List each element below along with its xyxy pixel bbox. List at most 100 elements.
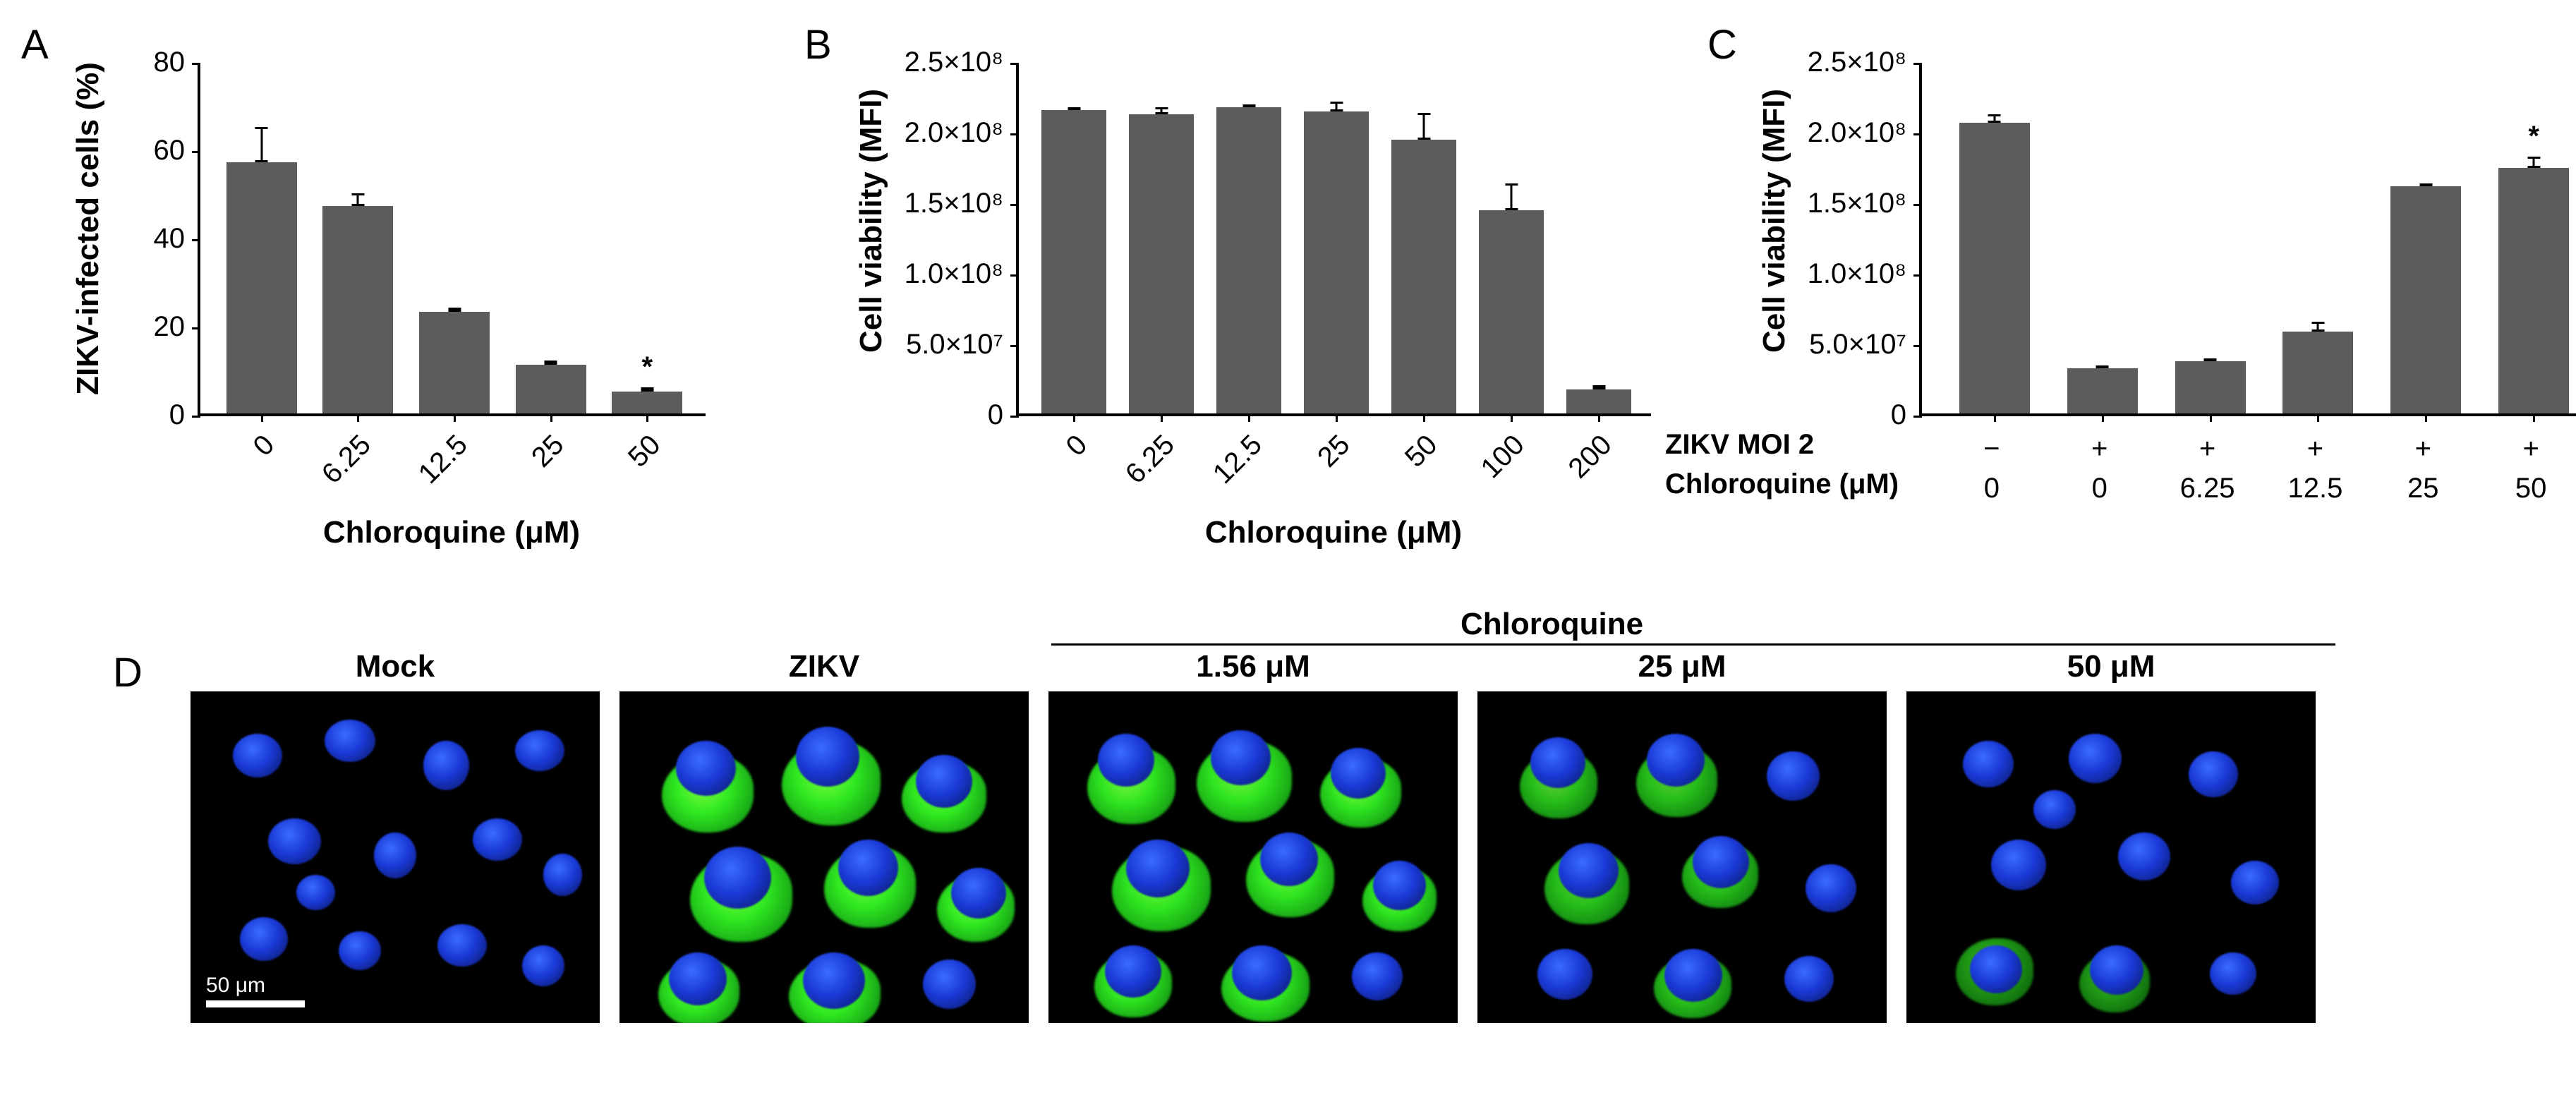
error-bar <box>2317 322 2319 332</box>
error-bar <box>1336 102 1338 111</box>
error-bar <box>1073 107 1075 110</box>
panel-c: C Cell viability (MFI) 05.0×10⁷1.0×10⁸1.… <box>1707 21 2554 586</box>
error-bar <box>2533 157 2535 168</box>
bar <box>1959 123 2030 413</box>
x-tick-label: 100 <box>1475 429 1531 485</box>
micrograph-title: Mock <box>191 649 600 684</box>
panel-b: B Cell viability (MFI) 05.0×10⁷1.0×10⁸1.… <box>804 21 1672 586</box>
bar: * <box>612 392 682 413</box>
y-tick-label: 0 <box>1779 399 1906 431</box>
nucleus-blob <box>1806 864 1856 912</box>
panel-c-row-cell: 12.5 <box>2287 473 2343 504</box>
y-tick-label: 0 <box>876 399 1003 431</box>
bar <box>2390 186 2461 413</box>
x-tick-label: 6.25 <box>316 429 377 490</box>
error-bar <box>1161 107 1163 114</box>
y-tick-label: 1.5×10⁸ <box>876 188 1003 219</box>
nucleus-blob <box>325 720 375 762</box>
nucleus-blob <box>522 945 564 986</box>
panel-b-chart: 05.0×10⁷1.0×10⁸1.5×10⁸2.0×10⁸2.5×10⁸06.2… <box>1016 63 1651 416</box>
bar <box>1304 111 1369 413</box>
panel-a: A ZIKV-infected cells (%) 02040608006.25… <box>21 21 762 586</box>
nucleus-blob <box>1260 833 1318 886</box>
error-bar <box>2209 358 2211 361</box>
error-bar <box>260 127 262 162</box>
nucleus-blob <box>339 931 381 970</box>
error-bar <box>1248 104 1250 107</box>
nucleus-blob <box>1693 836 1749 888</box>
nucleus-blob <box>1559 843 1619 898</box>
panel-c-row-header: ZIKV MOI 2 <box>1665 429 1814 461</box>
scale-bar-label: 50 μm <box>206 974 265 998</box>
nucleus-blob <box>1331 748 1386 799</box>
micrograph-title: 25 μM <box>1477 649 1887 684</box>
bar <box>1129 114 1194 413</box>
micrograph <box>1048 691 1458 1023</box>
micrograph: 50 μm <box>191 691 600 1023</box>
panel-c-row-cell: + <box>2395 433 2451 465</box>
micrograph <box>1906 691 2316 1023</box>
bar <box>1479 210 1544 413</box>
nucleus-blob <box>923 959 976 1009</box>
x-tick-label: 0 <box>248 429 282 463</box>
panel-c-row-cell: + <box>2179 433 2236 465</box>
error-bar <box>1598 385 1600 389</box>
x-tick-label: 12.5 <box>413 429 474 490</box>
panel-c-xtable: ZIKV MOI 2−+++++Chloroquine (μM)006.2512… <box>1665 429 2576 508</box>
bar <box>1566 389 1631 413</box>
x-tick-label: 6.25 <box>1120 429 1181 490</box>
y-tick-label: 80 <box>58 47 185 78</box>
panel-d-chloroquine-line <box>1051 643 2335 646</box>
significance-marker: * <box>642 351 653 383</box>
y-tick-label: 5.0×10⁷ <box>1779 329 1906 361</box>
x-tick-label: 0 <box>1060 429 1094 463</box>
y-tick-label: 5.0×10⁷ <box>876 329 1003 361</box>
panel-c-row-header: Chloroquine (μM) <box>1665 468 1899 500</box>
nucleus-blob <box>803 952 865 1009</box>
error-bar <box>2425 183 2427 186</box>
bar <box>2175 361 2246 413</box>
nucleus-blob <box>676 741 736 796</box>
panel-b-letter: B <box>804 21 832 68</box>
nucleus-blob <box>916 755 972 808</box>
bar <box>226 162 297 413</box>
nucleus-blob <box>2189 751 2238 797</box>
panel-c-row-cell: 25 <box>2395 473 2451 504</box>
error-bar <box>454 308 456 312</box>
bar <box>1216 107 1281 413</box>
bar: * <box>2498 168 2569 413</box>
panel-a-chart: 02040608006.2512.525*50 <box>198 63 706 416</box>
panel-c-row-cell: 6.25 <box>2179 473 2236 504</box>
nucleus-blob <box>233 734 282 777</box>
panel-c-row-cell: 0 <box>1964 473 2020 504</box>
panel-d-letter: D <box>113 649 143 696</box>
nucleus-blob <box>515 730 564 771</box>
panel-a-letter: A <box>21 21 49 68</box>
nucleus-blob <box>240 917 288 961</box>
nucleus-blob <box>1970 945 2022 993</box>
y-tick-label: 2.5×10⁸ <box>876 47 1003 78</box>
nucleus-blob <box>1991 840 2046 890</box>
x-tick-label: 50 <box>1399 429 1444 473</box>
nucleus-blob <box>1211 730 1271 785</box>
x-tick-label: 25 <box>1312 429 1356 473</box>
nucleus-blob <box>1105 945 1161 998</box>
y-tick-label: 2.0×10⁸ <box>1779 117 1906 149</box>
nucleus-blob <box>423 741 469 790</box>
micrograph-column: Mock 50 μm <box>191 649 600 1023</box>
nucleus-blob <box>1963 741 2014 787</box>
panel-c-row-cell: − <box>1964 433 2020 465</box>
error-bar <box>1423 113 1425 140</box>
nucleus-blob <box>1530 737 1585 788</box>
error-bar <box>1511 183 1513 210</box>
bar <box>1391 140 1456 413</box>
nucleus-blob <box>796 727 859 787</box>
scale-bar <box>206 1000 305 1007</box>
nucleus-blob <box>951 868 1006 919</box>
nucleus-blob <box>1098 734 1154 787</box>
panel-d: Chloroquine Mock50 μmZIKV1.56 μM25 μM50 … <box>191 649 2413 1023</box>
micrograph-title: ZIKV <box>619 649 1029 684</box>
y-tick-label: 1.0×10⁸ <box>1779 258 1906 290</box>
panel-c-row-cell: + <box>2072 433 2128 465</box>
y-tick-label: 0 <box>58 399 185 431</box>
